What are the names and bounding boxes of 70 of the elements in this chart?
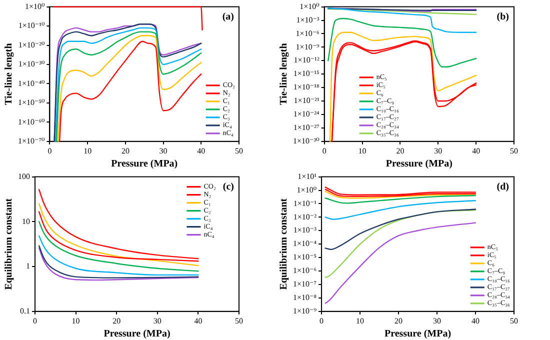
y-tick-label: 1×10⁻²¹ — [294, 96, 320, 106]
y-tick-label: 1×10⁻³ — [293, 226, 318, 235]
x-tick-label: 50 — [510, 316, 518, 326]
y-tick-label: 1 — [26, 262, 30, 271]
y-tick-label: 1×10⁻²⁴ — [293, 110, 320, 119]
y-tick-label: 1×10⁻⁶ — [296, 28, 320, 38]
y-tick-label: 1×10⁰ — [300, 2, 320, 11]
x-tick-label: 30 — [159, 146, 168, 156]
y-tick-label: 0.1 — [20, 306, 30, 316]
x-tick-label: 20 — [112, 316, 121, 326]
x-tick-label: 10 — [72, 316, 80, 326]
y-tick-label: 1×10⁻⁸ — [292, 293, 317, 302]
x-tick-label: 20 — [394, 316, 403, 326]
x-tick-label: 40 — [197, 146, 206, 156]
y-tick-label: 1×10⁻³⁰ — [292, 136, 320, 146]
x-tick-label: 30 — [433, 316, 442, 326]
y-tick-label: 1×10⁻¹⁵ — [293, 69, 320, 78]
x-tick-label: 30 — [153, 316, 162, 326]
x-axis-title: Pressure (MPa) — [111, 158, 178, 170]
y-tick-label: 1×10⁻⁶⁰ — [18, 117, 45, 126]
x-tick-label: 50 — [510, 146, 518, 156]
y-tick-label: 1×10⁻⁴ — [292, 239, 317, 248]
x-tick-label: 40 — [472, 146, 480, 156]
y-tick-label: 1×10⁻⁷⁰ — [18, 136, 45, 146]
x-tick-label: 50 — [235, 146, 243, 156]
y-tick-label: 1×10⁻⁵⁰ — [18, 98, 45, 108]
y-tick-label: 1×10¹ — [298, 172, 318, 181]
y-tick-label: 1×10⁻¹² — [294, 56, 320, 65]
annotation: (a) — [222, 11, 234, 22]
x-tick-label: 30 — [434, 146, 442, 156]
x-tick-label: 40 — [194, 316, 202, 326]
y-tick-label: 1×10⁻⁹ — [292, 306, 317, 316]
x-tick-label: 10 — [358, 146, 366, 156]
x-tick-label: 10 — [84, 146, 92, 156]
y-axis-title: Tie-line length — [278, 42, 290, 105]
y-tick-label: 1×10⁻⁵ — [292, 252, 317, 262]
annotation: (c) — [222, 181, 234, 192]
x-tick-label: 50 — [235, 316, 243, 326]
y-tick-label: 1×10⁻⁶ — [292, 266, 317, 276]
x-tick-label: 0 — [322, 146, 326, 156]
x-tick-label: 20 — [121, 146, 130, 156]
y-tick-label: 1×10⁻¹ — [293, 198, 318, 208]
y-axis-title: Tie-line length — [4, 42, 15, 105]
x-tick-label: 20 — [396, 146, 404, 156]
x-axis-title: Pressure (MPa) — [384, 328, 452, 340]
annotation: (b) — [496, 11, 509, 22]
y-tick-label: 1×10⁻¹⁸ — [293, 82, 320, 92]
y-tick-label: 1×10⁰ — [296, 185, 317, 194]
x-axis-title: Pressure (MPa) — [386, 158, 452, 170]
y-tick-label: 1×10⁰ — [25, 2, 45, 11]
x-tick-label: 10 — [356, 316, 364, 326]
y-tick-label: 10 — [22, 216, 30, 226]
x-axis-title: Pressure (MPa) — [104, 328, 170, 340]
annotation: (d) — [496, 181, 509, 192]
y-tick-label: 1×10⁻¹⁰ — [18, 21, 45, 30]
y-tick-label: 1×10⁻⁷ — [292, 280, 317, 289]
y-tick-label: 1×10⁻²⁰ — [18, 40, 45, 50]
x-tick-label: 0 — [320, 316, 324, 326]
y-tick-label: 1×10⁻³⁰ — [18, 60, 45, 69]
y-axis-title: Equilibrium constant — [4, 198, 15, 290]
y-axis-title: Equilibrium constant — [278, 198, 290, 290]
x-tick-label: 0 — [48, 146, 52, 156]
y-tick-label: 100 — [18, 172, 30, 181]
y-tick-label: 1×10⁻⁹ — [296, 42, 320, 52]
y-tick-label: 1×10⁻² — [293, 212, 318, 222]
y-tick-label: 1×10⁻³ — [296, 15, 320, 24]
x-tick-label: 40 — [472, 316, 480, 326]
x-tick-label: 0 — [33, 316, 37, 326]
y-tick-label: 1×10⁻⁴⁰ — [18, 78, 45, 88]
y-tick-label: 1×10⁻²⁷ — [293, 123, 320, 132]
